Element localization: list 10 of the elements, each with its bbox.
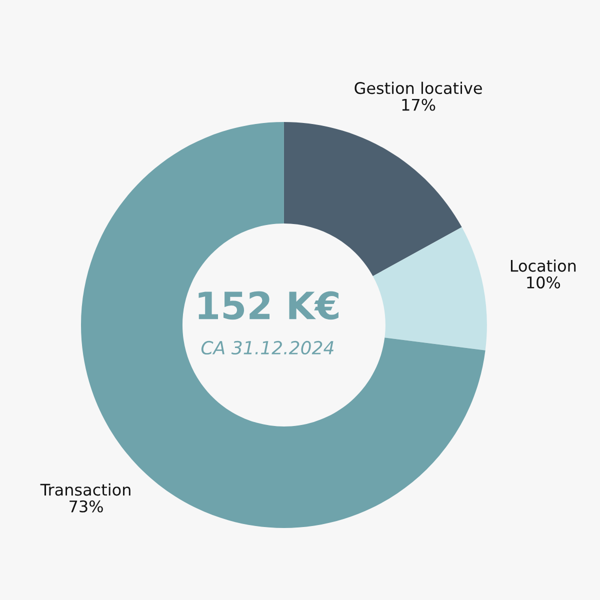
slice-label: Location: [510, 259, 576, 272]
slice-label: Transaction: [40, 483, 130, 496]
data-label: 10%: [527, 276, 560, 288]
slice-label: Gestion locative: [354, 82, 482, 94]
text: CA 31.12.2024: [201, 340, 334, 355]
text: 152 K€: [198, 291, 338, 320]
donut-slice: [284, 122, 462, 276]
data-label: 73%: [70, 500, 103, 512]
donut-slice: [372, 227, 487, 350]
data-label: 17%: [402, 98, 436, 111]
